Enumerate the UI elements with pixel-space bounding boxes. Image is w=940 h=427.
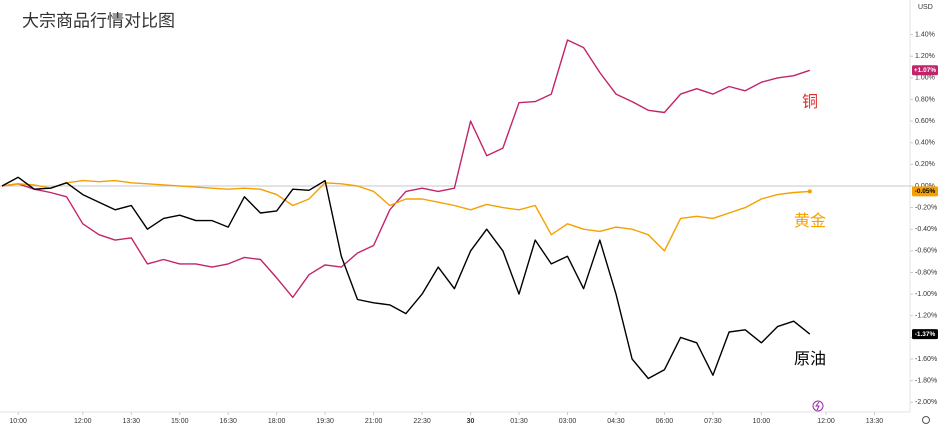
series-line <box>1 179 810 252</box>
y-tick-label: -1.60% <box>915 356 937 363</box>
settings-icon[interactable] <box>922 416 930 424</box>
y-tick-label: 1.00% <box>915 75 935 82</box>
y-tick-label: -0.40% <box>915 226 937 233</box>
x-tick-label: 07:30 <box>704 418 722 425</box>
series-name: 铜 <box>802 93 818 111</box>
last-value-badge: -0.05% <box>912 186 938 197</box>
x-tick-label: 10:00 <box>753 418 771 425</box>
x-tick-label: 04:30 <box>607 418 625 425</box>
x-tick-label: 13:30 <box>866 418 884 425</box>
badge-box <box>912 186 938 197</box>
last-point <box>807 189 812 194</box>
x-tick-label: 01:30 <box>510 418 528 425</box>
y-tick-label: -0.20% <box>915 204 937 211</box>
series-name: 黄金 <box>794 212 826 230</box>
x-tick-label: 03:00 <box>559 418 577 425</box>
badge-label: -1.37% <box>915 331 936 338</box>
last-value-badge: -1.37% <box>912 329 938 340</box>
event-icon-bolt <box>815 401 820 411</box>
x-tick-label: 13:30 <box>123 418 141 425</box>
y-tick-label: 0.00% <box>915 183 935 190</box>
y-tick-label: 0.40% <box>915 140 935 147</box>
x-tick-label: 10:00 <box>9 418 27 425</box>
y-tick-label: -0.60% <box>915 248 937 255</box>
y-tick-label: -1.20% <box>915 313 937 320</box>
x-tick-label: 06:00 <box>656 418 674 425</box>
y-tick-label: 1.20% <box>915 53 935 60</box>
y-tick-label: -1.80% <box>915 377 937 384</box>
chart-title: 大宗商品行情对比图 <box>22 11 175 30</box>
x-tick-label: 21:00 <box>365 418 383 425</box>
x-tick-label: 18:00 <box>268 418 286 425</box>
y-tick-label: 0.80% <box>915 96 935 103</box>
series-line <box>1 176 811 380</box>
x-tick-label: 15:00 <box>171 418 189 425</box>
series-name: 原油 <box>794 350 826 368</box>
y-tick-label: 1.40% <box>915 31 935 38</box>
x-tick-label: 30 <box>467 418 475 425</box>
y-tick-label: 0.60% <box>915 118 935 125</box>
y-tick-label: -2.00% <box>915 399 937 406</box>
currency-label: USD <box>918 4 933 11</box>
x-tick-label: 19:30 <box>316 418 334 425</box>
badge-box <box>912 329 938 340</box>
x-tick-label: 12:00 <box>817 418 835 425</box>
last-value-badge: +1.07% <box>912 65 938 76</box>
series-line <box>1 39 811 299</box>
x-tick-label: 22:30 <box>413 418 431 425</box>
y-tick-label: 0.20% <box>915 161 935 168</box>
x-tick-label: 12:00 <box>74 418 92 425</box>
x-tick-label: 16:30 <box>219 418 237 425</box>
badge-label: -0.05% <box>915 188 936 195</box>
event-icon[interactable] <box>812 400 824 412</box>
y-tick-label: -1.00% <box>915 291 937 298</box>
badge-box <box>912 65 938 76</box>
y-tick-label: -0.80% <box>915 269 937 276</box>
badge-label: +1.07% <box>914 67 936 74</box>
